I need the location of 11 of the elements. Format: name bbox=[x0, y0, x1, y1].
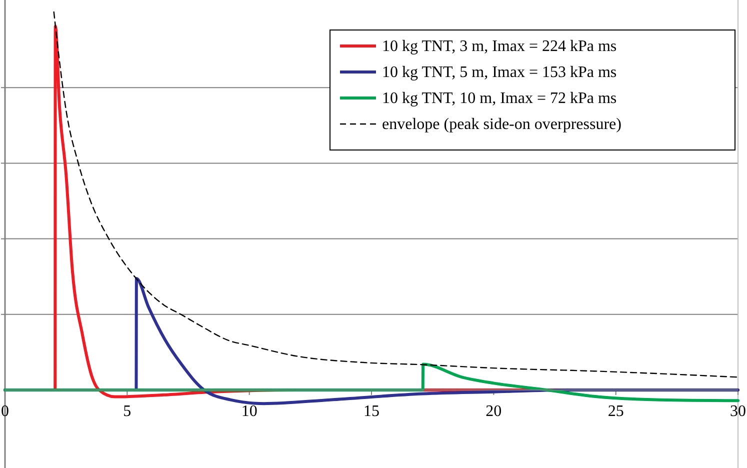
x-tick-label: 25 bbox=[608, 403, 624, 420]
legend-label: 10 kg TNT, 10 m, Imax = 72 kPa ms bbox=[382, 90, 617, 107]
x-tick-label: 30 bbox=[730, 403, 746, 420]
legend-label: envelope (peak side-on overpressure) bbox=[382, 116, 622, 133]
legend-label: 10 kg TNT, 5 m, Imax = 153 kPa ms bbox=[382, 64, 617, 81]
x-tick-label: 10 bbox=[241, 403, 258, 420]
legend-label: 10 kg TNT, 3 m, Imax = 224 kPa ms bbox=[382, 38, 617, 55]
x-tick-label: 20 bbox=[486, 403, 502, 420]
x-tick-label: 5 bbox=[123, 403, 132, 420]
x-tick-label: 15 bbox=[364, 403, 380, 420]
x-tick-label: 0 bbox=[1, 403, 9, 420]
